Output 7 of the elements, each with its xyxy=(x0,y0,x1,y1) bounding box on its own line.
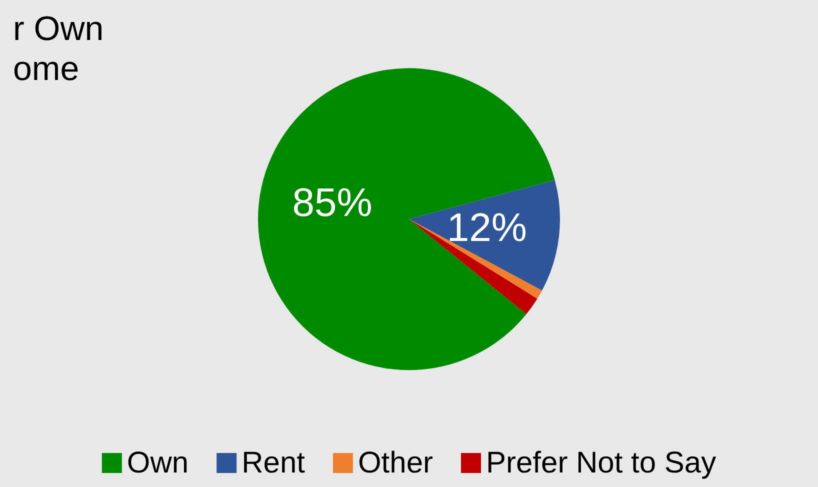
chart-title: r Own ome xyxy=(13,10,104,88)
legend-label: Own xyxy=(126,446,189,480)
data-label: 85% xyxy=(292,180,372,225)
legend-label: Rent xyxy=(242,446,306,480)
legend-label: Other xyxy=(358,446,433,480)
data-label: 12% xyxy=(446,206,527,250)
legend-label: Prefer Not to Say xyxy=(486,446,716,480)
